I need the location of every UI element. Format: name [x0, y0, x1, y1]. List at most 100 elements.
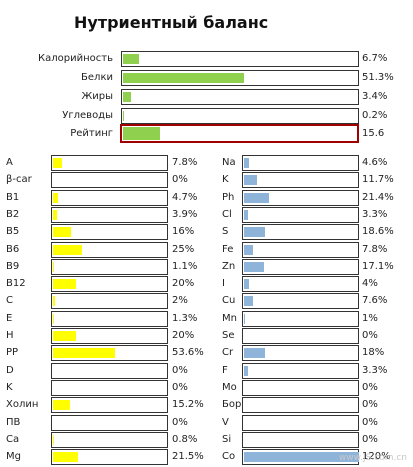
minerals-label: Fe [222, 243, 234, 255]
minerals-bar [242, 224, 359, 241]
minerals-bar [242, 155, 359, 171]
minerals-label: K [222, 174, 229, 186]
minerals-bar-fill [244, 365, 248, 376]
minerals-value: 3.3% [362, 208, 388, 220]
vitamins-label: Холин [6, 399, 39, 411]
summary-bar-fill [123, 92, 132, 102]
minerals-label: I [222, 278, 225, 290]
minerals-label: Se [222, 330, 235, 341]
vitamins-bar-fill [53, 331, 76, 341]
minerals-label: Co [222, 451, 236, 463]
vitamins-bar-fill [53, 400, 71, 411]
rating-value: 15.6 [362, 128, 385, 139]
summary-bar [121, 70, 359, 86]
vitamins-bar [51, 328, 168, 344]
summary-label: Белки [81, 72, 113, 83]
vitamins-bar [51, 189, 168, 206]
rating-label: Рейтинг [70, 128, 113, 139]
minerals-bar [242, 379, 359, 396]
minerals-bar-fill [244, 244, 253, 255]
minerals-bar [242, 241, 359, 258]
vitamins-value: 1.1% [172, 260, 198, 272]
minerals-bar-fill [244, 313, 246, 324]
vitamins-label: Mg [6, 451, 21, 463]
vitamins-value: 2% [172, 295, 188, 307]
vitamins-label: B1 [6, 191, 20, 203]
page-title: Нутриентный баланс [74, 13, 269, 32]
minerals-bar [242, 206, 359, 223]
minerals-value: 18% [362, 347, 385, 359]
minerals-bar-fill [244, 158, 250, 168]
vitamins-bar [51, 431, 168, 448]
minerals-value: 0% [362, 433, 378, 445]
vitamins-bar [51, 155, 168, 171]
minerals-value: 7.8% [362, 243, 388, 255]
vitamins-value: 1.3% [172, 312, 198, 324]
minerals-bar [242, 449, 359, 466]
vitamins-bar [51, 172, 168, 189]
vitamins-value: 3.9% [172, 208, 198, 220]
vitamins-label: PP [6, 347, 19, 359]
vitamins-bar [51, 362, 168, 379]
vitamins-bar [51, 345, 168, 362]
minerals-value: 21.4% [362, 191, 394, 203]
minerals-value: 17.1% [362, 260, 394, 272]
minerals-label: V [222, 416, 229, 428]
minerals-bar [242, 258, 359, 275]
vitamins-bar [51, 397, 168, 414]
minerals-value: 0% [362, 330, 378, 341]
vitamins-value: 20% [172, 278, 195, 290]
vitamins-bar-fill [53, 313, 55, 324]
minerals-label: Cr [222, 347, 234, 359]
vitamins-value: 20% [172, 330, 195, 341]
minerals-label: Mn [222, 312, 237, 324]
vitamins-bar [51, 224, 168, 241]
vitamins-value: 0.8% [172, 433, 198, 445]
minerals-value: 120% [362, 451, 391, 463]
minerals-label: Ph [222, 191, 235, 203]
vitamins-label: A [6, 157, 13, 168]
vitamins-bar-fill [53, 279, 76, 290]
minerals-bar [242, 293, 359, 310]
vitamins-value: 0% [172, 364, 188, 376]
vitamins-label: K [6, 381, 13, 393]
summary-value: 0.2% [362, 110, 388, 121]
minerals-bar [242, 414, 359, 431]
minerals-bar-fill [244, 175, 258, 186]
vitamins-bar-fill [53, 158, 62, 168]
vitamins-bar [51, 293, 168, 310]
minerals-label: S [222, 226, 229, 238]
vitamins-bar-fill [53, 348, 115, 359]
vitamins-bar [51, 276, 168, 293]
vitamins-label: Ca [6, 433, 20, 445]
summary-label: Жиры [81, 91, 113, 102]
vitamins-label: B12 [6, 278, 26, 290]
vitamins-label: B6 [6, 243, 20, 255]
vitamins-bar [51, 414, 168, 431]
summary-bar-fill [123, 73, 245, 83]
vitamins-value: 25% [172, 243, 195, 255]
minerals-bar-fill [244, 209, 248, 220]
minerals-bar [242, 345, 359, 362]
vitamins-bar-fill [53, 452, 78, 463]
minerals-bar [242, 431, 359, 448]
vitamins-value: 0% [172, 416, 188, 428]
minerals-label: Zn [222, 260, 236, 272]
watermark: www.JS.com.cn [338, 453, 407, 463]
vitamins-value: 0% [172, 381, 188, 393]
vitamins-label: D [6, 364, 14, 376]
summary-bar-fill [123, 54, 139, 64]
vitamins-bar-fill [53, 261, 55, 272]
vitamins-bar-fill [53, 296, 56, 307]
vitamins-bar [51, 206, 168, 223]
vitamins-bar-fill [53, 227, 72, 238]
vitamins-bar-fill [53, 209, 58, 220]
minerals-value: 3.3% [362, 364, 388, 376]
minerals-bar-fill [244, 348, 265, 359]
minerals-value: 11.7% [362, 174, 394, 186]
minerals-label: F [222, 364, 228, 376]
vitamins-label: C [6, 295, 13, 307]
minerals-value: 1% [362, 312, 378, 324]
vitamins-label: β-car [6, 174, 32, 186]
vitamins-label: ПВ [6, 416, 21, 428]
